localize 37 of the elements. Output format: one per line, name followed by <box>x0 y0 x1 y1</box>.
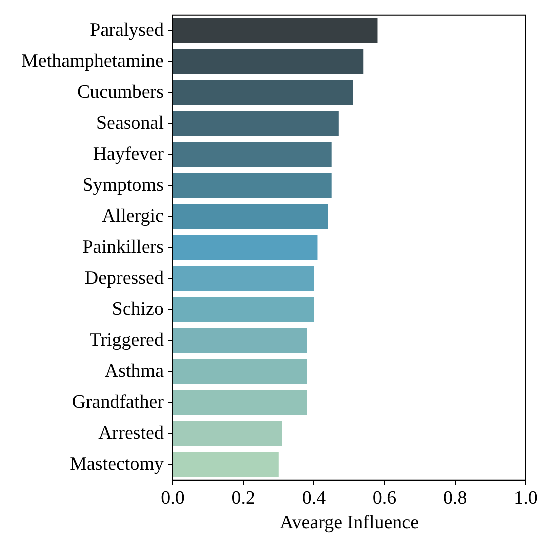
bar <box>174 452 279 478</box>
bar <box>174 112 339 136</box>
y-tick-label: Triggered <box>90 330 164 351</box>
x-tick-label: 0.6 <box>372 488 397 509</box>
bar <box>174 360 308 384</box>
x-axis-title: Avearge Influence <box>280 512 420 534</box>
y-tick-label: Mastectomy <box>70 454 164 475</box>
y-tick-label: Hayfever <box>93 144 165 165</box>
bar <box>174 298 314 322</box>
y-tick-label: Arrested <box>98 422 164 444</box>
y-tick-label: Asthma <box>104 360 165 382</box>
bar <box>174 174 332 198</box>
y-tick-label: Seasonal <box>96 112 164 134</box>
y-tick-label: Schizo <box>112 298 164 320</box>
bar <box>174 18 378 44</box>
y-tick-label: Methamphetamine <box>22 50 164 72</box>
y-tick-label: Allergic <box>102 206 164 227</box>
bar <box>174 236 318 260</box>
y-tick-label: Grandfather <box>72 392 165 413</box>
y-tick-label: Paralysed <box>90 20 164 41</box>
bar <box>174 204 328 230</box>
x-tick-label: 0.2 <box>232 488 256 509</box>
x-tick-label: 0.8 <box>444 488 468 509</box>
x-tick-label: 0.0 <box>161 488 185 509</box>
y-tick-label: Cucumbers <box>77 82 164 103</box>
x-tick-label: 0.4 <box>302 488 327 509</box>
bar <box>174 50 364 74</box>
y-tick-label: Painkillers <box>82 236 164 258</box>
bar <box>174 422 282 446</box>
y-tick-label: Symptoms <box>82 174 164 196</box>
bar <box>174 80 354 106</box>
bar <box>174 390 308 416</box>
x-tick-label: 1.0 <box>514 488 538 509</box>
bar <box>174 328 308 354</box>
y-tick-label: Depressed <box>84 268 164 289</box>
bar <box>174 142 332 168</box>
bar <box>174 266 314 292</box>
